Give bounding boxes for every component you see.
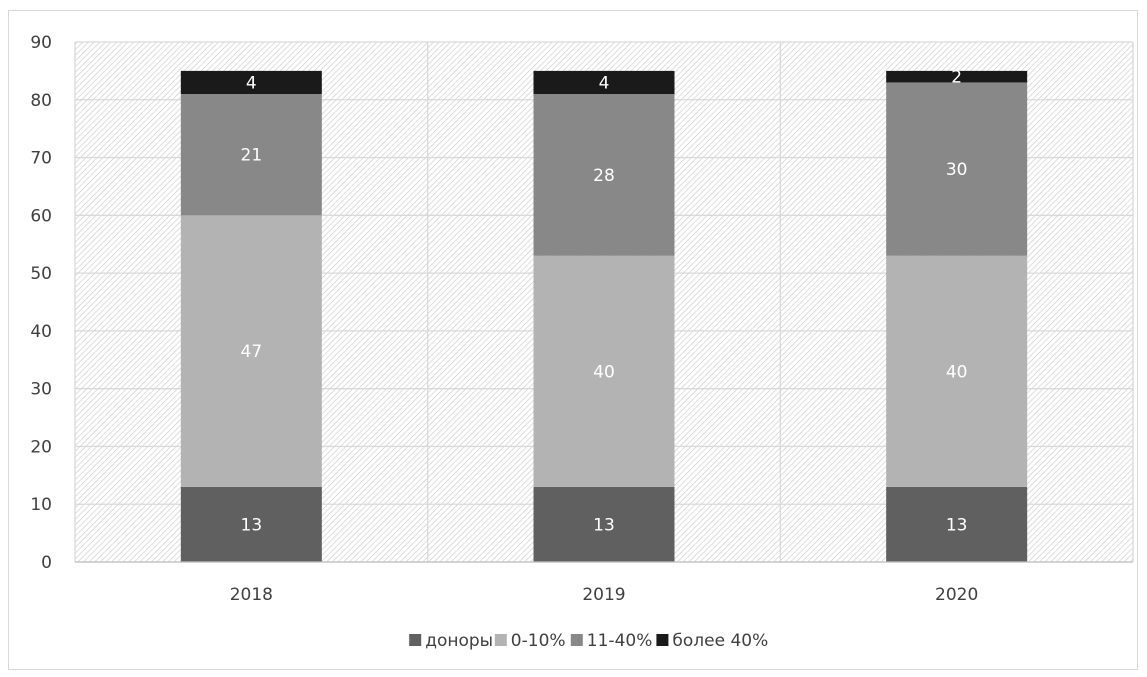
- bar-segment: [886, 70, 1028, 83]
- legend-label: более 40%: [672, 631, 768, 651]
- legend-swatch: [494, 634, 507, 646]
- data-label: 30: [946, 160, 968, 180]
- bars: 13 47 21 4 13 40 28 4 13 40 30 2: [180, 68, 1028, 562]
- data-label: 21: [241, 146, 263, 166]
- legend-label: доноры: [425, 631, 493, 651]
- legend-swatch: [570, 634, 583, 646]
- y-tick-label: 70: [30, 149, 52, 169]
- data-label: 28: [593, 166, 615, 186]
- legend-swatch: [656, 634, 669, 646]
- bar-segment: [886, 82, 1028, 256]
- y-tick-label: 0: [41, 553, 52, 573]
- data-label: 13: [946, 515, 968, 535]
- data-label: 4: [599, 73, 610, 93]
- y-tick-label: 30: [30, 380, 52, 400]
- x-tick-label: 2020: [935, 585, 978, 605]
- data-label: 13: [241, 515, 263, 535]
- y-tick-label: 80: [30, 91, 52, 111]
- data-label: 13: [593, 515, 615, 535]
- legend: доноры 0-10% 11-40% более 40%: [409, 631, 768, 651]
- data-label: 47: [241, 342, 263, 362]
- bar-segment: [533, 486, 675, 562]
- axes: 0 10 20 30 40 50 60 70 80 90 2018 2019 2020: [30, 33, 1133, 605]
- legend-label: 0-10%: [511, 631, 566, 651]
- data-label: 40: [946, 362, 968, 382]
- y-tick-label: 90: [30, 33, 52, 53]
- bar-segment: [886, 255, 1028, 487]
- bar-segment: [533, 94, 675, 256]
- bar-segment: [180, 94, 322, 216]
- y-tick-label: 50: [30, 264, 52, 284]
- bar-segment: [533, 255, 675, 487]
- y-tick-label: 20: [30, 437, 52, 457]
- bar-segment: [533, 70, 675, 94]
- x-tick-label: 2019: [582, 585, 625, 605]
- bar-segment: [180, 70, 322, 94]
- bar-segment: [180, 215, 322, 487]
- data-label: 40: [593, 362, 615, 382]
- legend-swatch: [409, 634, 422, 646]
- bar-segment: [180, 486, 322, 562]
- data-label: 2: [951, 68, 962, 88]
- x-tick-label: 2018: [230, 585, 273, 605]
- y-tick-label: 60: [30, 206, 52, 226]
- y-tick-label: 10: [30, 495, 52, 515]
- y-tick-label: 40: [30, 322, 52, 342]
- data-label: 4: [246, 73, 257, 93]
- legend-label: 11-40%: [587, 631, 653, 651]
- bar-segment: [886, 486, 1028, 562]
